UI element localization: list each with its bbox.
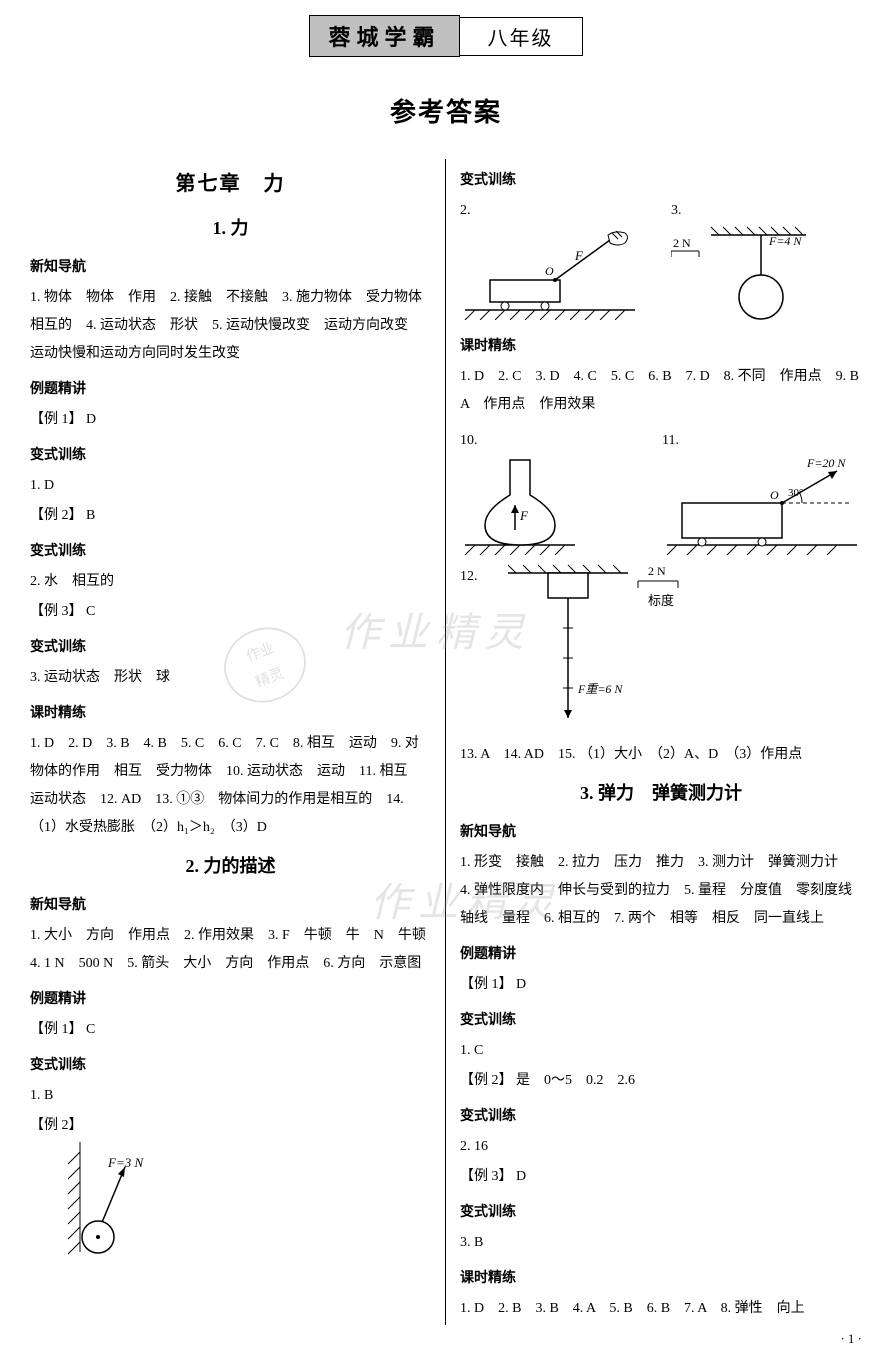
- subheading: 例题精讲: [460, 943, 862, 963]
- subheading: 变式训练: [30, 636, 431, 656]
- figure-3: 2 N F=4 N: [671, 225, 811, 325]
- section-title: 3. 弹力 弹簧测力计: [460, 779, 862, 805]
- figure-label: F重=6 N: [577, 682, 623, 696]
- figure-example2-left: F=3 N: [30, 1142, 180, 1262]
- answer-text: 1. 形变 接触 2. 拉力 压力 推力 3. 测力计 弹簧测力计 4. 弹性限…: [460, 849, 862, 933]
- section-title: 1. 力: [30, 214, 431, 240]
- subheading: 课时精练: [460, 335, 862, 355]
- subheading: 新知导航: [460, 821, 862, 841]
- figure-row: 2.: [460, 197, 862, 325]
- figure-label: 标度: [648, 593, 674, 608]
- figure-row: 10. F: [460, 427, 862, 555]
- answer-text: 1. 大小 方向 作用点 2. 作用效果 3. F 牛顿 牛 N 牛顿 4. 1…: [30, 922, 431, 978]
- subheading: 例题精讲: [30, 988, 431, 1008]
- subheading: 例题精讲: [30, 378, 431, 398]
- answer-text: 【例 1】 C: [30, 1016, 431, 1044]
- figure-label: 30°: [788, 487, 803, 499]
- figure-label: F=3 N: [107, 1155, 144, 1170]
- answer-text: 1. D: [30, 472, 431, 500]
- left-column: 第七章 力 1. 力 新知导航 1. 物体 物体 作用 2. 接触 不接触 3.…: [20, 159, 446, 1325]
- answer-text: 2. 水 相互的: [30, 568, 431, 596]
- subheading: 变式训练: [460, 1201, 862, 1221]
- figure-11: O F=20 N 30°: [662, 455, 862, 555]
- figure-label: F: [519, 508, 529, 523]
- answer-text: 1. C: [460, 1037, 862, 1065]
- answer-text: 13. A 14. AD 15. （1）大小 （2）A、D （3）作用点: [460, 741, 862, 769]
- subheading: 变式训练: [460, 169, 862, 189]
- answer-text: 【例 2】 是 0～5 0.2 2.6: [460, 1067, 862, 1095]
- answer-text: 【例 3】 D: [460, 1163, 862, 1191]
- answer-text: 1. D 2. D 3. B 4. B 5. C 6. C 7. C 8. 相互…: [30, 730, 431, 842]
- figure-12: 2 N 标度 F重=6 N: [498, 563, 718, 733]
- figure-2: O F: [460, 225, 640, 320]
- content-columns: 第七章 力 1. 力 新知导航 1. 物体 物体 作用 2. 接触 不接触 3.…: [20, 159, 872, 1325]
- answer-text: 1. 物体 物体 作用 2. 接触 不接触 3. 施力物体 受力物体 相互的 4…: [30, 284, 431, 368]
- figure-label: F=4 N: [768, 234, 802, 248]
- subheading: 变式训练: [460, 1105, 862, 1125]
- subheading: 课时精练: [30, 702, 431, 722]
- answer-text: 1. D 2. C 3. D 4. C 5. C 6. B 7. D 8. 不同…: [460, 363, 862, 419]
- figure-label: O: [545, 264, 554, 278]
- answer-text: 【例 2】: [30, 1112, 431, 1140]
- figure-number: 10.: [460, 433, 478, 448]
- answer-text: 【例 3】 C: [30, 598, 431, 626]
- subheading: 课时精练: [460, 1267, 862, 1287]
- section-title: 2. 力的描述: [30, 852, 431, 878]
- figure-10: F: [460, 455, 580, 555]
- header-bar: 蓉城学霸 八年级: [20, 15, 872, 57]
- right-column: 变式训练 2.: [446, 159, 872, 1325]
- figure-number: 11.: [662, 433, 679, 448]
- figure-label: F=20 N: [806, 456, 846, 470]
- answer-text: 3. 运动状态 形状 球: [30, 664, 431, 692]
- figure-label: F: [574, 248, 584, 263]
- subheading: 新知导航: [30, 894, 431, 914]
- answer-text: 1. B: [30, 1082, 431, 1110]
- answer-text: 2. 16: [460, 1133, 862, 1161]
- subheading: 变式训练: [30, 444, 431, 464]
- main-title: 参考答案: [20, 92, 872, 129]
- answer-text: 【例 1】 D: [460, 971, 862, 999]
- subheading: 变式训练: [30, 1054, 431, 1074]
- figure-label: O: [770, 488, 779, 502]
- answer-text: 【例 2】 B: [30, 502, 431, 530]
- figure-label: 2 N: [648, 564, 666, 578]
- answer-text: 3. B: [460, 1229, 862, 1257]
- answer-text: 【例 1】 D: [30, 406, 431, 434]
- brand-title: 蓉城学霸: [309, 15, 459, 57]
- subheading: 新知导航: [30, 256, 431, 276]
- subheading: 变式训练: [460, 1009, 862, 1029]
- figure-row: 12. 2 N: [460, 563, 862, 733]
- page-number: · 1 ·: [840, 1331, 862, 1347]
- figure-number: 2.: [460, 203, 471, 218]
- subheading: 变式训练: [30, 540, 431, 560]
- figure-label: 2 N: [673, 236, 691, 250]
- figure-number: 12.: [460, 569, 478, 584]
- chapter-title: 第七章 力: [30, 167, 431, 196]
- grade-label: 八年级: [460, 17, 583, 56]
- figure-number: 3.: [671, 203, 682, 218]
